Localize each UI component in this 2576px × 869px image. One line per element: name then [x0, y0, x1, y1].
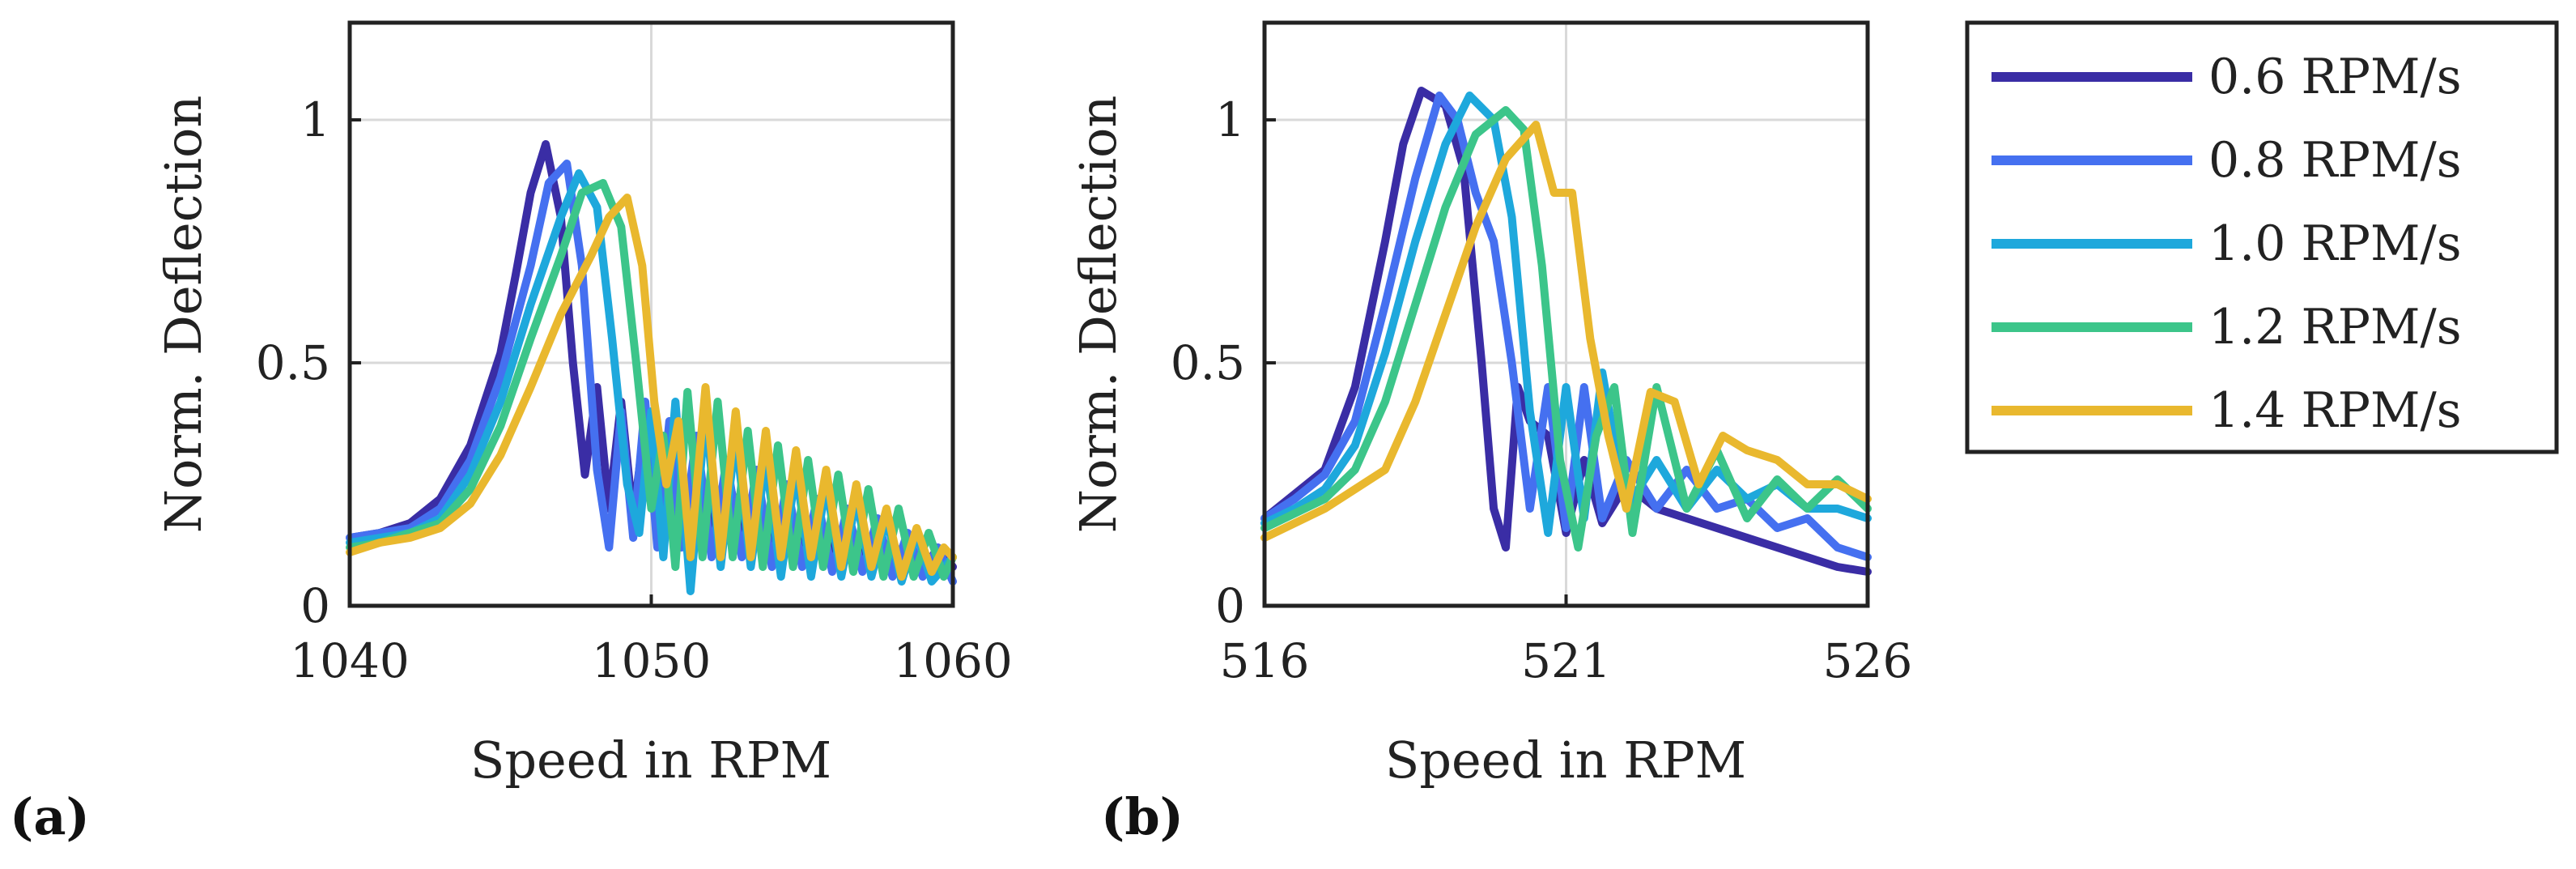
- legend-label-3: 1.2 RPM/s: [2208, 299, 2461, 356]
- x-tick-label-b-1: 521: [1521, 633, 1611, 688]
- legend-label-0: 0.6 RPM/s: [2208, 49, 2461, 105]
- x-tick-label-b-2: 526: [1823, 633, 1913, 688]
- x-axis-label-b: Speed in RPM: [1385, 731, 1746, 790]
- legend: 0.6 RPM/s 0.8 RPM/s 1.0 RPM/s 1.2 RPM/s 1.4 …: [1965, 20, 2559, 454]
- chart-panel-a: 1040 1050 1060 0 0.5 1 Speed in RPM Norm. Def…: [10, 20, 1013, 846]
- series-line-a-1-4-rpm-s: [346, 194, 957, 581]
- legend-label-4: 1.4 RPM/s: [2208, 382, 2461, 439]
- y-axis-label-a: Norm. Deflection: [154, 96, 213, 534]
- y-tick-label-a-1: 0.5: [256, 335, 330, 390]
- panel-label-a: (a): [10, 787, 90, 846]
- y-tick-label-b-0: 0: [1215, 578, 1245, 633]
- x-tick-label-a-2: 1060: [893, 633, 1013, 688]
- x-axis-label-a: Speed in RPM: [470, 731, 831, 790]
- x-tick-label-a-0: 1040: [290, 633, 410, 688]
- x-tick-label-b-0: 516: [1220, 633, 1310, 688]
- panel-label-b: (b): [1101, 787, 1184, 846]
- x-tick-label-a-1: 1050: [592, 633, 712, 688]
- y-tick-label-b-1: 0.5: [1171, 335, 1245, 390]
- y-tick-label-a-2: 1: [300, 92, 330, 147]
- legend-box: [1965, 20, 2559, 454]
- y-tick-label-a-0: 0: [300, 578, 330, 633]
- chart-panel-b: 516 521 526 0 0.5 1 Speed in RPM Norm. Deflec…: [1069, 20, 1913, 846]
- series-line-b-1-2-rpm-s: [1260, 106, 1872, 552]
- series-line-b-1-4-rpm-s: [1260, 121, 1872, 542]
- legend-label-2: 1.0 RPM/s: [2208, 215, 2461, 272]
- legend-label-1: 0.8 RPM/s: [2208, 132, 2461, 189]
- y-tick-label-b-2: 1: [1215, 92, 1245, 147]
- y-axis-label-b: Norm. Deflection: [1069, 96, 1128, 534]
